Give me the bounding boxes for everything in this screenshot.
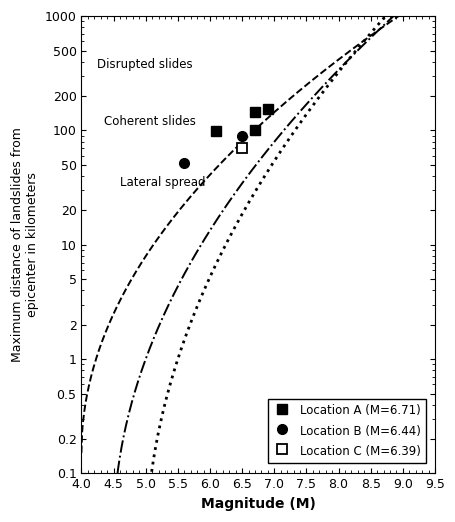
Y-axis label: Maximum distance of landslides from
epicenter in kilometers: Maximum distance of landslides from epic… (11, 127, 39, 362)
Line: Location A (M=6.71): Location A (M=6.71) (211, 104, 272, 136)
Text: Lateral spread: Lateral spread (120, 176, 205, 189)
Location A (M=6.71) (264, 105, 270, 112)
X-axis label: Magnitude (M): Magnitude (M) (200, 497, 315, 511)
Text: Coherent slides: Coherent slides (104, 115, 195, 128)
Location A (M=6.71) (252, 127, 257, 134)
Location B (M=6.44) (252, 127, 257, 134)
Location A (M=6.71) (213, 128, 219, 135)
Text: Disrupted slides: Disrupted slides (97, 57, 192, 70)
Location B (M=6.44) (239, 133, 244, 139)
Line: Location B (M=6.44): Location B (M=6.44) (179, 126, 259, 168)
Location B (M=6.44) (181, 160, 187, 166)
Legend: Location A (M=6.71), Location B (M=6.44), Location C (M=6.39): Location A (M=6.71), Location B (M=6.44)… (268, 398, 425, 463)
Location A (M=6.71) (252, 109, 257, 115)
